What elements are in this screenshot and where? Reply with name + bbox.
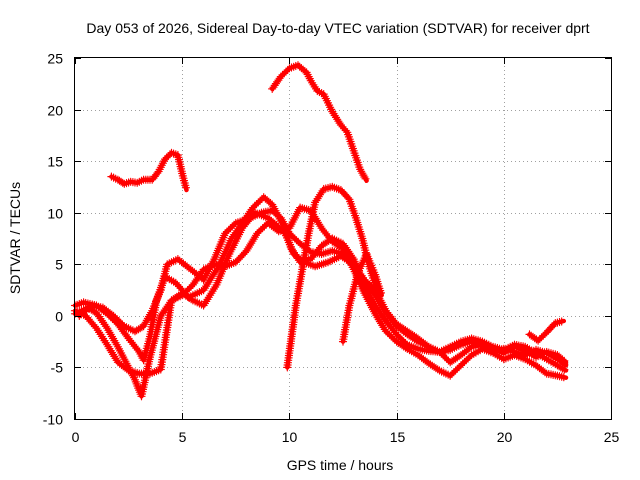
y-tick-label: 5	[55, 257, 63, 273]
data-series	[70, 61, 569, 401]
y-axis-label: SDTVAR / TECUs	[7, 182, 23, 294]
series-track-f	[269, 62, 369, 183]
chart-title: Day 053 of 2026, Sidereal Day-to-day VTE…	[86, 20, 589, 36]
series-markers-track-f	[268, 61, 370, 183]
x-tick-label: 15	[390, 429, 406, 445]
x-tick-label: 0	[72, 429, 80, 445]
y-tick-label: -5	[51, 360, 64, 376]
y-tick-label: 10	[47, 206, 63, 222]
y-tick-label: 15	[47, 154, 63, 170]
x-axis-label: GPS time / hours	[287, 457, 394, 473]
y-tick-label: 0	[55, 309, 63, 325]
x-tick-label: 10	[282, 429, 298, 445]
series-markers-track-i	[525, 317, 566, 345]
y-tick-label: 25	[47, 51, 63, 67]
x-tick-label: 20	[497, 429, 513, 445]
series-markers-track-a	[70, 193, 569, 369]
x-tick-label: 5	[179, 429, 187, 445]
axis-ticks	[75, 58, 612, 420]
series-markers-track-e	[107, 148, 190, 192]
x-tick-labels: 0 5 10 15 20 25	[72, 429, 620, 445]
x-tick-label: 25	[604, 429, 620, 445]
y-tick-label: 20	[47, 103, 63, 119]
series-markers-track-d	[70, 203, 568, 401]
grid-lines	[75, 58, 611, 419]
y-tick-labels: -10 -5 0 5 10 15 20 25	[43, 51, 63, 428]
plot-frame	[74, 57, 612, 420]
series-markers-track-h	[338, 249, 385, 346]
y-tick-label: -10	[43, 412, 63, 428]
